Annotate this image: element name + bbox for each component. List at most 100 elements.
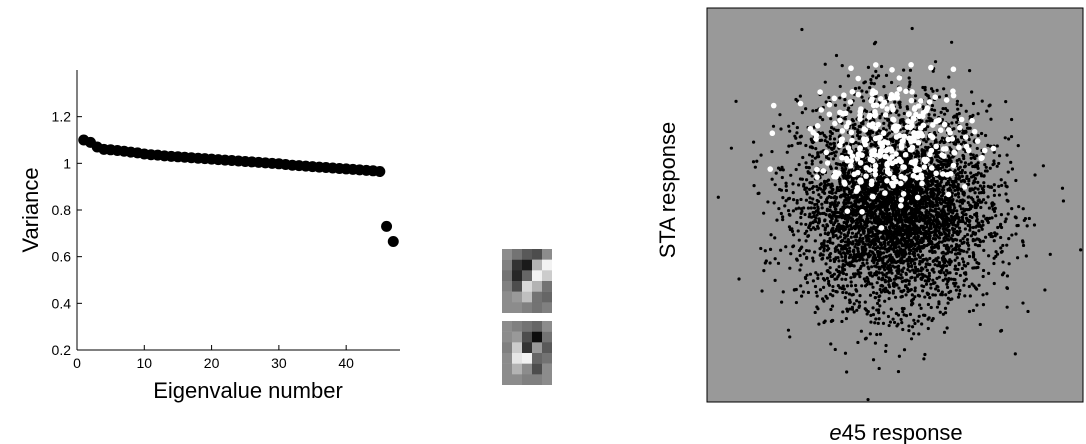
nonspike-point [997, 161, 1001, 166]
filter-pixel [542, 302, 552, 313]
nonspike-point [810, 162, 814, 166]
nonspike-point [953, 284, 957, 288]
nonspike-point [832, 137, 837, 141]
nonspike-point [977, 224, 981, 228]
nonspike-point [1013, 352, 1017, 356]
nonspike-point [806, 234, 810, 238]
nonspike-point [873, 273, 877, 277]
nonspike-point [835, 268, 839, 272]
nonspike-point [941, 251, 945, 255]
nonspike-point [920, 152, 924, 156]
nonspike-point [917, 244, 921, 248]
nonspike-point [859, 222, 863, 226]
nonspike-point [1006, 199, 1010, 203]
nonspike-point [801, 290, 805, 294]
nonspike-point [854, 259, 859, 263]
nonspike-point [997, 154, 1002, 158]
nonspike-point [940, 223, 945, 227]
filter-pixel [502, 353, 513, 364]
nonspike-point [855, 308, 859, 312]
nonspike-point [823, 62, 827, 66]
nonspike-point [866, 230, 871, 234]
nonspike-point [907, 328, 911, 333]
nonspike-point [968, 219, 972, 223]
nonspike-point [982, 181, 986, 185]
nonspike-point [962, 249, 966, 253]
nonspike-point [941, 165, 945, 169]
nonspike-point [898, 227, 902, 232]
nonspike-point [841, 310, 845, 314]
nonspike-point [830, 191, 834, 195]
nonspike-point [811, 226, 816, 230]
nonspike-point [806, 290, 811, 295]
nonspike-point [781, 196, 785, 200]
nonspike-point [837, 243, 841, 247]
nonspike-point [946, 260, 951, 264]
nonspike-point [939, 162, 944, 167]
nonspike-point [818, 115, 822, 119]
nonspike-point [880, 212, 884, 216]
nonspike-point [992, 209, 997, 213]
nonspike-point [893, 259, 897, 264]
nonspike-point [812, 206, 817, 210]
nonspike-point [872, 243, 877, 247]
nonspike-point [981, 220, 985, 224]
nonspike-point [924, 220, 928, 224]
nonspike-point [853, 122, 857, 126]
nonspike-point [959, 160, 963, 164]
nonspike-point [850, 263, 854, 268]
nonspike-point [976, 112, 980, 116]
nonspike-point [770, 149, 774, 154]
nonspike-point [801, 155, 805, 160]
nonspike-point [924, 188, 928, 192]
nonspike-point [856, 268, 860, 273]
nonspike-point [787, 144, 791, 148]
nonspike-point [997, 184, 1001, 189]
nonspike-point [840, 208, 844, 213]
nonspike-point [926, 137, 930, 141]
nonspike-point [821, 253, 825, 257]
nonspike-point [858, 266, 862, 271]
nonspike-point [923, 153, 927, 157]
nonspike-point [799, 211, 803, 216]
nonspike-point [910, 210, 914, 214]
nonspike-point [800, 245, 804, 249]
nonspike-point [901, 327, 905, 332]
nonspike-point [956, 188, 960, 192]
nonspike-point [799, 215, 803, 220]
nonspike-point [849, 201, 853, 205]
nonspike-point [1005, 286, 1010, 291]
nonspike-point [1010, 207, 1014, 211]
nonspike-point [899, 151, 903, 155]
nonspike-point [929, 305, 933, 310]
nonspike-point [960, 168, 965, 173]
nonspike-point [914, 267, 918, 271]
nonspike-point [872, 252, 876, 257]
nonspike-point [864, 148, 869, 152]
nonspike-point [965, 126, 970, 130]
nonspike-point [980, 227, 984, 231]
nonspike-point [807, 187, 812, 192]
nonspike-point [941, 254, 946, 259]
nonspike-point [855, 239, 859, 243]
nonspike-point [928, 224, 933, 228]
nonspike-point [992, 183, 996, 187]
nonspike-point [944, 245, 948, 249]
nonspike-point [848, 307, 852, 311]
nonspike-point [957, 244, 962, 248]
nonspike-point [917, 118, 922, 122]
nonspike-point [874, 94, 878, 98]
nonspike-point [868, 198, 872, 202]
nonspike-point [938, 271, 943, 275]
nonspike-point [949, 159, 953, 163]
nonspike-point [859, 329, 863, 333]
nonspike-point [846, 250, 851, 254]
nonspike-point [933, 130, 937, 135]
filter-pixel [512, 291, 523, 303]
nonspike-point [877, 182, 881, 187]
nonspike-point [963, 170, 967, 175]
nonspike-point [896, 369, 901, 374]
nonspike-point [1026, 309, 1030, 314]
nonspike-point [902, 68, 906, 72]
nonspike-point [891, 211, 895, 215]
